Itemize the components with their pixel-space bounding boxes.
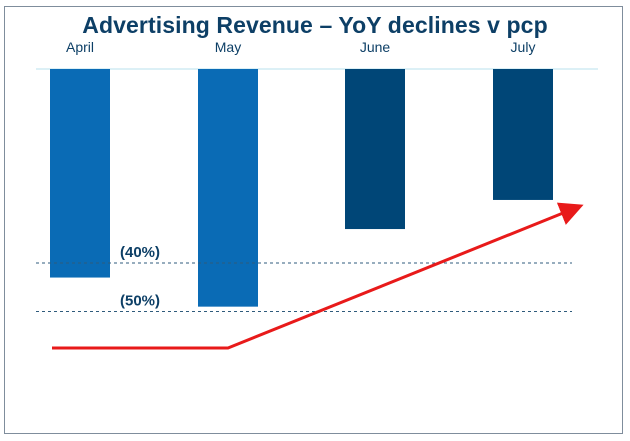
reference-label-50: (50%) [120, 293, 160, 310]
bar-may [198, 69, 258, 307]
reference-label-40: (40%) [120, 244, 160, 261]
bar-july [493, 69, 553, 200]
category-label-april: April [66, 39, 94, 55]
category-label-july: July [511, 39, 536, 55]
bar-june [345, 69, 405, 230]
category-label-may: May [215, 39, 241, 55]
bar-april [50, 69, 110, 278]
category-label-june: June [360, 39, 391, 55]
trend-arrow [52, 202, 584, 350]
chart-title: Advertising Revenue – YoY declines v pcp [82, 12, 548, 38]
